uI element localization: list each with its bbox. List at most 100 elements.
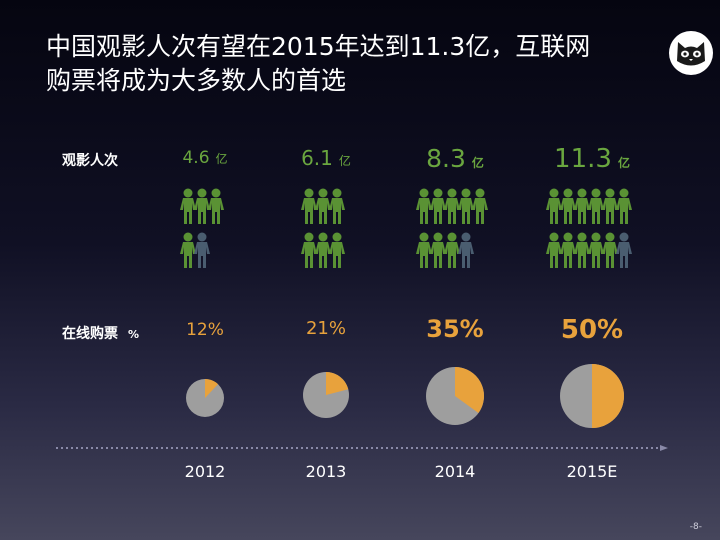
online-share-pie <box>560 364 624 428</box>
person-icon <box>549 232 559 242</box>
person-icon <box>577 188 587 198</box>
pie-online-slice <box>205 379 219 398</box>
pie-online-slice <box>455 367 484 414</box>
person-icon <box>602 242 618 268</box>
person-icon <box>588 242 604 268</box>
audience-unit: 亿 <box>215 152 228 166</box>
audience-value: 11.3 亿 <box>532 144 652 174</box>
online-share-pie <box>303 372 349 418</box>
person-icon <box>616 198 632 224</box>
person-icon <box>183 232 193 242</box>
cat-face-icon <box>669 31 713 75</box>
online-percentage: 12% <box>186 320 224 340</box>
person-icon <box>563 188 573 198</box>
person-icon <box>180 198 196 224</box>
person-icon <box>560 242 576 268</box>
person-icon <box>194 198 210 224</box>
person-icon <box>619 232 629 242</box>
online-percentage: 50% <box>560 315 624 345</box>
person-icon <box>304 232 314 242</box>
person-icon <box>461 188 471 198</box>
person-icon <box>605 188 615 198</box>
person-icon <box>301 242 317 268</box>
person-icon <box>619 188 629 198</box>
person-icon <box>194 242 210 268</box>
person-icon <box>301 198 317 224</box>
person-icon <box>304 188 314 198</box>
audience-unit: 亿 <box>471 156 484 170</box>
person-icon <box>546 242 562 268</box>
person-icon <box>433 188 443 198</box>
person-icon <box>315 198 331 224</box>
online-row-label: 在线购票% <box>62 326 140 342</box>
person-icon <box>458 198 474 224</box>
person-icon <box>180 242 196 268</box>
person-icon <box>332 188 342 198</box>
audience-people-icons <box>301 188 345 268</box>
person-icon <box>577 232 587 242</box>
person-icon <box>574 242 590 268</box>
audience-number: 11.3 <box>554 144 612 174</box>
person-icon <box>574 198 590 224</box>
audience-value: 4.6 亿 <box>145 148 265 168</box>
year-label: 2012 <box>184 462 226 481</box>
person-icon <box>416 198 432 224</box>
person-icon <box>433 232 443 242</box>
year-label: 2014 <box>434 462 476 481</box>
person-icon <box>416 242 432 268</box>
pie-online-slice <box>326 372 349 395</box>
online-percentage: 35% <box>426 315 484 343</box>
pie-online-slice <box>592 364 624 428</box>
online-share-pie <box>186 379 224 417</box>
person-icon <box>475 188 485 198</box>
online-share-pie <box>426 367 484 425</box>
person-icon <box>472 198 488 224</box>
timeline-axis <box>56 445 668 451</box>
person-icon <box>447 232 457 242</box>
person-icon <box>183 188 193 198</box>
audience-number: 6.1 <box>301 146 333 170</box>
person-icon <box>318 188 328 198</box>
title-line-1: 中国观影人次有望在2015年达到11.3亿，互联网 <box>46 32 591 61</box>
audience-number: 4.6 <box>182 148 210 168</box>
person-icon <box>605 232 615 242</box>
person-icon <box>549 188 559 198</box>
person-icon <box>591 188 601 198</box>
person-icon <box>419 232 429 242</box>
person-icon <box>447 188 457 198</box>
audience-people-icons <box>546 188 632 268</box>
person-icon <box>197 188 207 198</box>
person-icon <box>197 232 207 242</box>
person-icon <box>461 232 471 242</box>
audience-people-icons <box>180 188 224 268</box>
person-icon <box>419 188 429 198</box>
person-icon <box>430 242 446 268</box>
audience-value: 6.1 亿 <box>266 146 386 170</box>
person-icon <box>329 242 345 268</box>
audience-row-label: 观影人次 <box>62 153 118 169</box>
person-icon <box>546 198 562 224</box>
person-icon <box>458 242 474 268</box>
person-icon <box>588 198 604 224</box>
person-icon <box>430 198 446 224</box>
person-icon <box>315 242 331 268</box>
audience-value: 8.3 亿 <box>395 144 515 173</box>
audience-unit: 亿 <box>617 156 630 170</box>
person-icon <box>560 198 576 224</box>
person-icon <box>318 232 328 242</box>
person-icon <box>444 242 460 268</box>
person-icon <box>211 188 221 198</box>
person-icon <box>444 198 460 224</box>
audience-number: 8.3 <box>426 144 466 173</box>
online-unit: % <box>128 328 140 341</box>
person-icon <box>591 232 601 242</box>
person-icon <box>208 198 224 224</box>
audience-people-icons <box>416 188 488 268</box>
title-line-2: 购票将成为大多数人的首选 <box>46 66 347 95</box>
year-label: 2013 <box>305 462 347 481</box>
year-label: 2015E <box>566 462 618 481</box>
person-icon <box>602 198 618 224</box>
person-icon <box>563 232 573 242</box>
person-icon <box>332 232 342 242</box>
person-icon <box>616 242 632 268</box>
